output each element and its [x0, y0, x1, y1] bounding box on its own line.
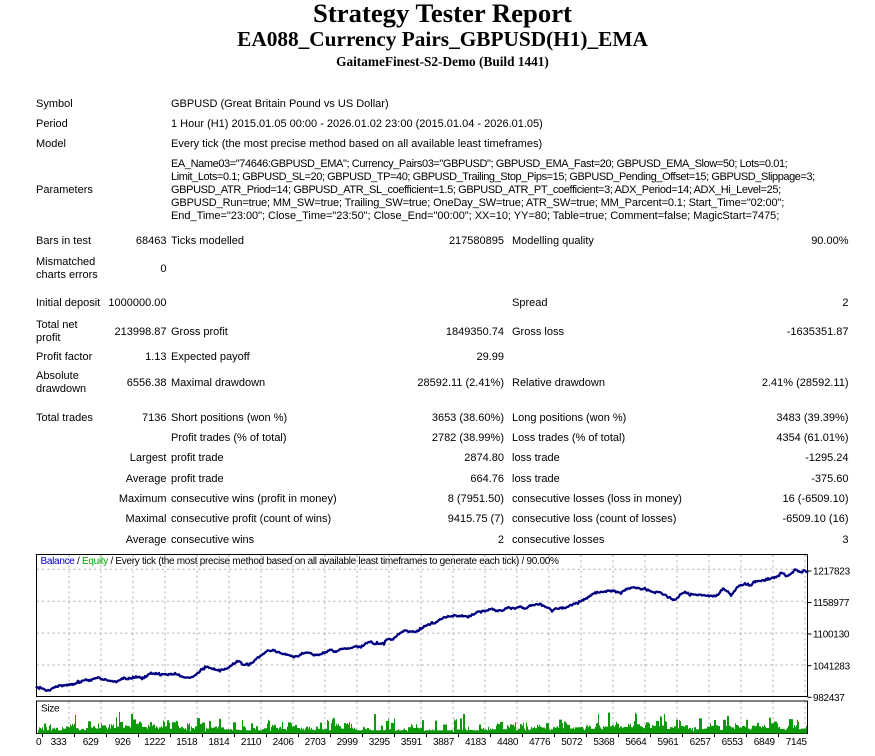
svg-text:6553: 6553: [722, 737, 744, 748]
svg-text:5961: 5961: [657, 737, 679, 748]
svg-text:926: 926: [115, 737, 132, 748]
svg-text:7145: 7145: [786, 737, 808, 748]
svg-text:6849: 6849: [754, 737, 776, 748]
svg-text:3295: 3295: [369, 737, 391, 748]
svg-text:0: 0: [36, 737, 42, 748]
svg-text:1158977: 1158977: [813, 598, 850, 609]
svg-text:1222: 1222: [144, 737, 166, 748]
svg-text:629: 629: [83, 737, 100, 748]
svg-text:4480: 4480: [497, 737, 519, 748]
svg-text:333: 333: [51, 737, 68, 748]
svg-text:1217823: 1217823: [813, 567, 851, 578]
svg-text:5664: 5664: [625, 737, 647, 748]
svg-text:3591: 3591: [401, 737, 423, 748]
svg-text:4183: 4183: [465, 737, 487, 748]
svg-text:1041283: 1041283: [813, 661, 851, 672]
svg-text:4776: 4776: [529, 737, 551, 748]
svg-text:2703: 2703: [305, 737, 327, 748]
svg-text:2406: 2406: [273, 737, 295, 748]
svg-text:5368: 5368: [593, 737, 615, 748]
svg-text:3887: 3887: [433, 737, 455, 748]
svg-text:5072: 5072: [561, 737, 583, 748]
svg-text:1100130: 1100130: [813, 630, 850, 641]
svg-text:2999: 2999: [337, 737, 359, 748]
svg-text:Size: Size: [41, 704, 60, 715]
svg-text:1814: 1814: [208, 737, 230, 748]
svg-text:982437: 982437: [813, 693, 845, 704]
svg-text:1518: 1518: [176, 737, 198, 748]
svg-text:2110: 2110: [241, 737, 262, 748]
svg-text:6257: 6257: [690, 737, 712, 748]
